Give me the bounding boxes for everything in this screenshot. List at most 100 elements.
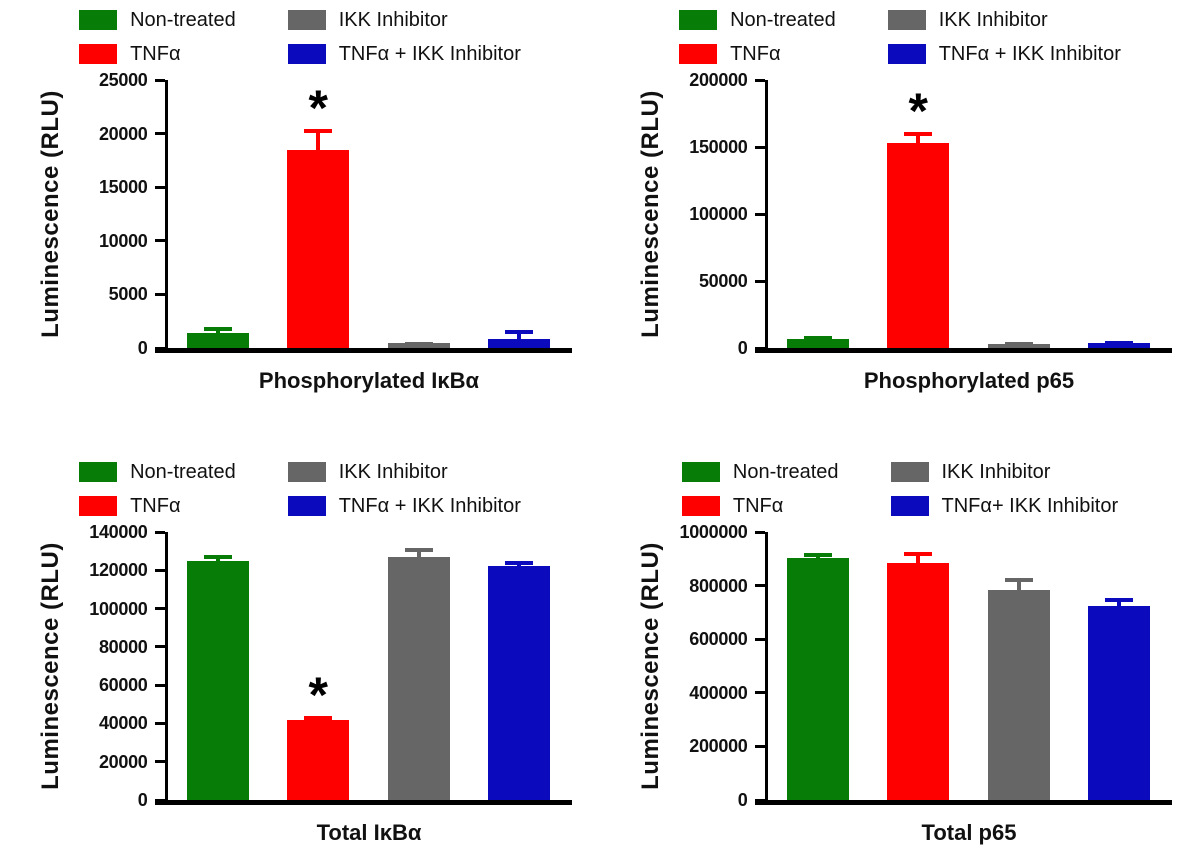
legend-swatch: [890, 496, 929, 516]
legend-label: Non-treated: [130, 461, 236, 483]
bar-slot: [768, 532, 869, 800]
y-tick-label: 50000: [698, 271, 748, 291]
bar-slot: [1069, 80, 1170, 348]
chart-body: Luminescence (RLU) 0 200000 400000 600000 80…: [600, 522, 1200, 810]
chart-total-p65: Non-treated IKK Inhibitor TNFα TNFα+ IKK In…: [600, 430, 1200, 861]
y-tick-label: 600000: [689, 629, 748, 650]
legend-item: TNFα + IKK Inhibitor: [887, 44, 1121, 64]
y-tick-label: 15000: [98, 177, 148, 198]
bar: [887, 142, 950, 348]
legend: Non-treated IKK Inhibitor TNFα TNFα + IKK I…: [679, 10, 1121, 64]
legend-label: Non-treated: [730, 9, 836, 31]
legend-swatch: [287, 44, 326, 64]
legend-item: TNFα + IKK Inhibitor: [287, 43, 521, 65]
error-bar-line: [517, 330, 522, 342]
error-bar-cap: [803, 553, 832, 558]
legend: Non-treated IKK Inhibitor TNFα TNFα + IKK I…: [79, 10, 521, 64]
error-bar-cap: [404, 548, 433, 553]
bar: [786, 558, 849, 800]
legend-label: TNFα: [130, 495, 181, 517]
legend-item: TNFα + IKK Inhibitor: [287, 495, 521, 517]
bar-slot: *: [868, 80, 969, 348]
y-tick-mark: [754, 78, 765, 82]
y-tick-label: 120000: [89, 560, 148, 581]
error-bar-line: [316, 129, 321, 152]
y-tick-mark: [154, 530, 165, 534]
error-bar-cap: [1105, 598, 1134, 603]
y-tick-mark: [754, 145, 765, 149]
y-tick-mark: [154, 132, 165, 136]
legend-item: IKK Inhibitor: [890, 461, 1119, 483]
chart-title: Total IκBα: [316, 820, 422, 845]
y-tick-label: 5000: [108, 284, 148, 305]
significance-asterisk: *: [308, 666, 328, 723]
y-axis-label-column: Luminescence (RLU): [31, 532, 71, 800]
error-bar-line: [1117, 598, 1122, 608]
x-axis-line: [154, 800, 572, 805]
error-bar-cap: [904, 132, 933, 137]
significance-asterisk: *: [308, 80, 328, 137]
legend-label: TNFα + IKK Inhibitor: [338, 43, 521, 65]
legend-item: Non-treated: [79, 462, 236, 482]
legend-swatch: [79, 10, 118, 30]
legend-item: TNFα: [679, 44, 836, 64]
legend-item: Non-treated: [79, 10, 236, 30]
y-tick-mark: [754, 744, 765, 748]
y-axis-label: Luminescence (RLU): [636, 542, 664, 790]
bar: [987, 589, 1050, 800]
error-bar-cap: [203, 554, 232, 559]
bar-slot: [469, 532, 570, 800]
legend-label: Non-treated: [732, 461, 839, 483]
y-axis-label: Luminescence (RLU): [36, 542, 64, 790]
y-axis-label: Luminescence (RLU): [636, 90, 664, 338]
y-tick-label: 140000: [89, 522, 148, 542]
y-tick-label: 25000: [98, 70, 148, 90]
y-tick-mark: [154, 645, 165, 649]
y-tick-label: 20000: [98, 123, 148, 144]
y-tick-mark: [154, 683, 165, 687]
chart-body: Luminescence (RLU) 0 5000 10000 15000 20000 2…: [0, 70, 600, 358]
y-tick-mark: [754, 212, 765, 216]
y-tick-label: 10000: [98, 230, 148, 251]
bar: [786, 338, 849, 348]
y-tick-label: 100000: [689, 204, 748, 224]
plot-area: [754, 532, 1172, 805]
legend-item: TNFα: [79, 44, 236, 64]
legend-label: Non-treated: [130, 9, 236, 31]
bar: [987, 343, 1050, 348]
y-tick-mark: [154, 239, 165, 243]
y-tick-label: 400000: [689, 682, 748, 703]
legend-item: Non-treated: [681, 461, 839, 483]
bar-slot: [768, 80, 869, 348]
bar-slot: [469, 80, 570, 348]
y-tick-mark: [154, 721, 165, 725]
legend-item: IKK Inhibitor: [887, 10, 1121, 30]
error-bar-cap: [404, 341, 433, 346]
bar: [186, 333, 249, 348]
legend-swatch: [287, 496, 326, 516]
legend-label: IKK Inhibitor: [941, 461, 1051, 483]
y-tick-mark: [754, 279, 765, 283]
plot-area: *: [754, 80, 1172, 353]
y-tick-mark: [754, 691, 765, 695]
error-bar-cap: [505, 560, 534, 565]
y-axis-ticks: 0 20000 40000 60000 80000 100000 120000 140000: [71, 522, 165, 810]
bar: [1088, 605, 1151, 800]
y-tick-label: 1000000: [679, 522, 748, 542]
legend-swatch: [681, 462, 720, 482]
legend-label: TNFα: [730, 43, 781, 65]
chart-total-ikba: Non-treated IKK Inhibitor TNFα TNFα + IKK I…: [0, 430, 600, 861]
chart-body: Luminescence (RLU) 0 20000 40000 60000 80000…: [0, 522, 600, 810]
bar-slot: *: [268, 80, 369, 348]
legend-swatch: [887, 10, 926, 30]
legend-label: TNFα + IKK Inhibitor: [338, 495, 521, 517]
bar-slot: [369, 80, 470, 348]
legend-item: TNFα: [79, 496, 236, 516]
y-tick-mark: [754, 530, 765, 534]
bar-slot: [168, 532, 269, 800]
y-tick-label: 100000: [89, 598, 148, 619]
y-tick-label: 0: [737, 338, 748, 358]
error-bar-line: [1016, 577, 1021, 592]
chart-title: Phosphorylated p65: [863, 368, 1075, 393]
